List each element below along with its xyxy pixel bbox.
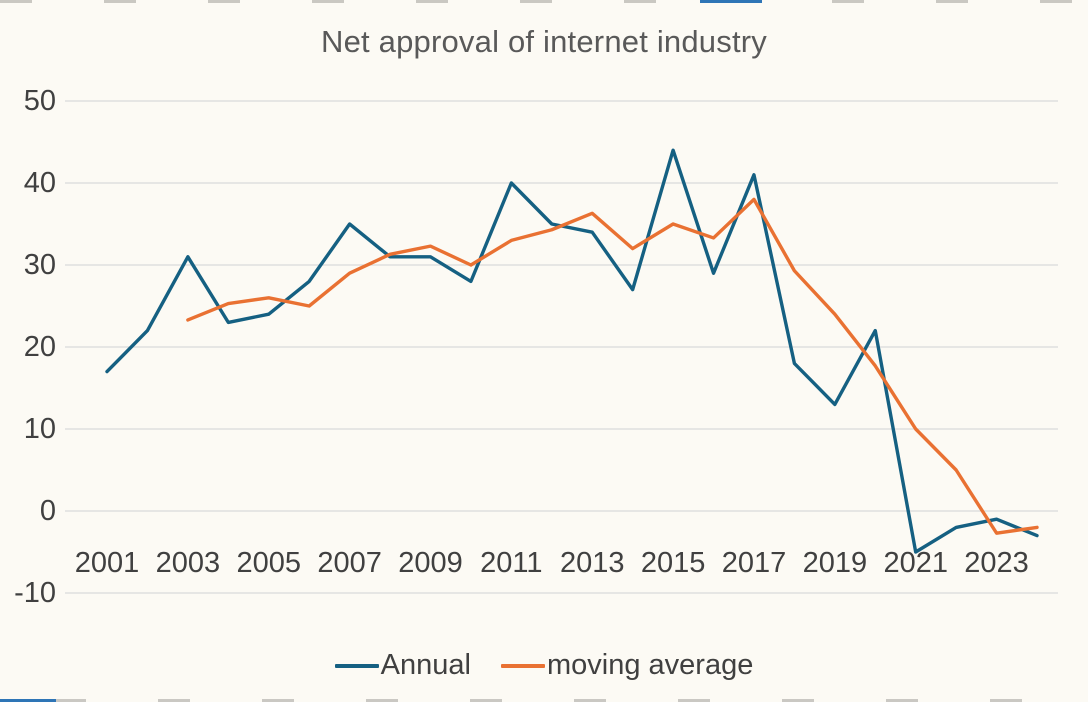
y-axis-tick-label: 50 — [24, 85, 56, 117]
x-axis-tick-label: 2015 — [641, 547, 706, 579]
y-axis-tick-label: 30 — [24, 249, 56, 281]
x-axis-tick-label: 2007 — [317, 547, 382, 579]
legend-label-moving-average: moving average — [546, 649, 754, 681]
crop-marks-top — [0, 0, 1088, 3]
x-axis-tick-label: 2001 — [75, 547, 140, 579]
crop-mark-blue-bottom — [0, 699, 56, 702]
y-axis-tick-label: 40 — [24, 167, 56, 199]
chart-title: Net approval of internet industry — [320, 24, 767, 59]
moving-average-line — [186, 197, 1039, 535]
x-axis-tick-label: 2005 — [236, 547, 301, 579]
legend-swatch-moving-average — [500, 663, 545, 668]
x-axis-tick-label: 2023 — [964, 547, 1029, 579]
annual-line — [105, 148, 1039, 554]
x-axis-tick-label: 2009 — [398, 547, 463, 579]
x-axis-tick-label: 2011 — [480, 547, 542, 579]
crop-marks-bottom — [0, 699, 1088, 702]
legend-swatch-annual — [334, 663, 379, 668]
y-axis-tick-label: -10 — [14, 577, 56, 609]
crop-mark-blue-top — [700, 0, 762, 3]
x-axis-tick-label: 2019 — [803, 547, 868, 579]
x-axis-tick-label: 2003 — [156, 547, 221, 579]
y-axis-tick-label: 20 — [24, 331, 56, 363]
legend-label-annual: Annual — [380, 649, 471, 681]
legend-item-moving-average: moving average — [500, 649, 754, 682]
x-axis-tick-label: 2013 — [560, 547, 625, 579]
y-axis-tick-label: 10 — [24, 413, 56, 445]
chart-legend: Annual moving average — [0, 649, 1088, 682]
legend-item-annual: Annual — [334, 649, 471, 682]
y-axis-tick-label: 0 — [40, 495, 56, 527]
x-axis-tick-label: 2017 — [722, 547, 787, 579]
